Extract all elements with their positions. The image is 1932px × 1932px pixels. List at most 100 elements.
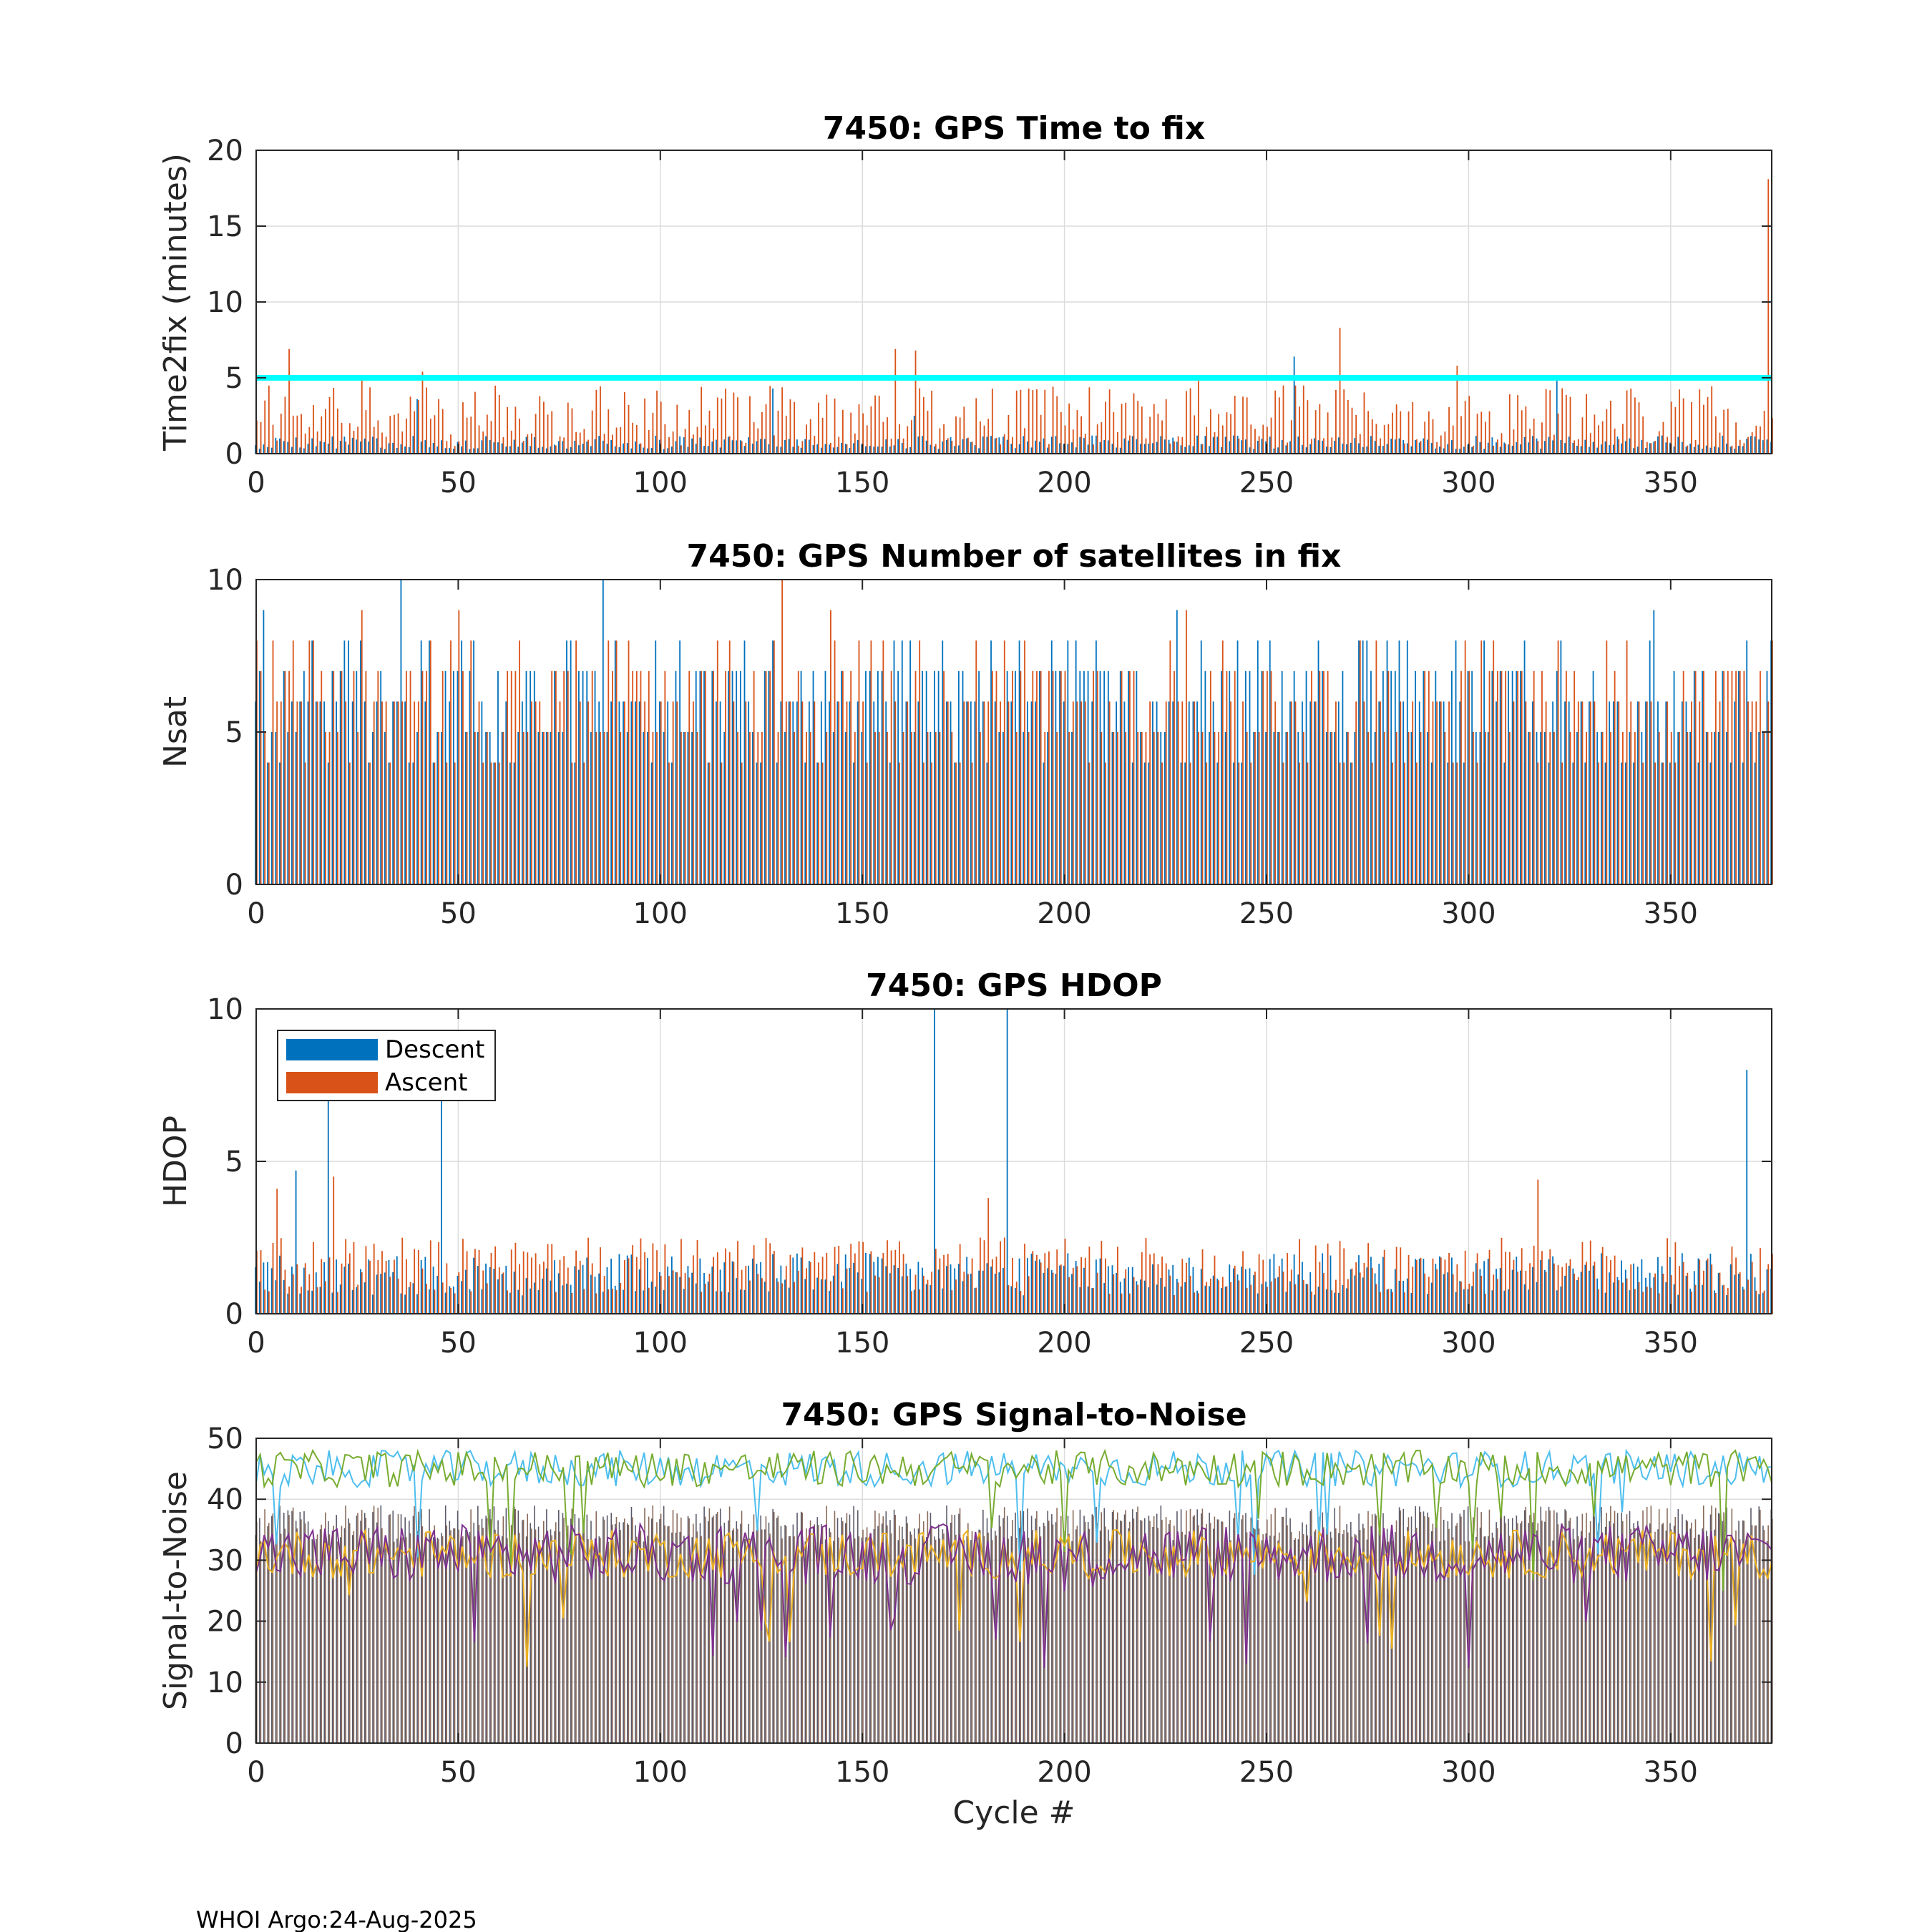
descent-bar xyxy=(699,670,701,884)
panel-snr-background xyxy=(256,1438,1772,1743)
descent-bar xyxy=(1229,1264,1231,1314)
ascent-bar xyxy=(414,701,416,884)
descent-bar xyxy=(1592,1265,1594,1314)
ascent-bar xyxy=(801,441,804,454)
ascent-bar xyxy=(951,440,953,454)
ascent-bar xyxy=(635,670,638,884)
snr-bar xyxy=(1024,1538,1025,1743)
ascent-bar xyxy=(1003,434,1005,454)
descent-bar xyxy=(533,670,535,884)
nsat-bars xyxy=(255,580,1773,884)
descent-bar xyxy=(432,443,434,454)
snr-bar xyxy=(1039,1526,1040,1743)
snr-bar xyxy=(768,1522,770,1743)
ascent-bar xyxy=(357,732,359,884)
snr-bar xyxy=(323,1533,326,1743)
ascent-bar xyxy=(595,732,597,884)
ascent-bar xyxy=(983,425,985,454)
ascent-bar xyxy=(765,670,767,884)
descent-bar xyxy=(974,701,976,884)
descent-bar xyxy=(954,1268,956,1314)
ascent-bar xyxy=(882,1253,884,1314)
snr-bar xyxy=(987,1532,989,1743)
ascent-bar xyxy=(1622,424,1624,454)
ascent-bar xyxy=(1012,436,1013,454)
descent-bar xyxy=(1556,381,1558,454)
ascent-bar xyxy=(1319,670,1321,884)
ascent-bar xyxy=(632,422,634,454)
descent-bar xyxy=(1152,701,1153,884)
snr-bar xyxy=(357,1513,358,1743)
ascent-bar xyxy=(1448,1252,1450,1314)
descent-bar xyxy=(602,440,604,454)
snr-bar xyxy=(935,1539,937,1743)
snr-bar xyxy=(1598,1523,1599,1743)
descent-bar xyxy=(922,670,923,884)
descent-bar xyxy=(1543,732,1546,884)
ascent-bar xyxy=(919,640,921,884)
descent-bar xyxy=(1244,670,1246,884)
ascent-bar xyxy=(292,640,294,884)
descent-bar xyxy=(1520,670,1521,884)
descent-bar xyxy=(562,441,564,454)
ascent-bar xyxy=(1214,1255,1216,1314)
ascent-bar xyxy=(583,762,585,884)
ascent-bar xyxy=(785,701,787,884)
descent-bar xyxy=(1584,439,1586,454)
snr-bar xyxy=(1132,1509,1133,1743)
ascent-bar xyxy=(1521,670,1523,884)
snr-bar xyxy=(1714,1508,1717,1743)
descent-bar xyxy=(687,1266,689,1314)
ascent-bar xyxy=(1380,701,1381,884)
snr-bar xyxy=(731,1530,733,1743)
descent-bar xyxy=(1216,1278,1219,1314)
descent-bar xyxy=(922,1267,923,1314)
ascent-bar xyxy=(987,701,990,884)
snr-bar xyxy=(1330,1531,1332,1743)
descent-bar xyxy=(1302,1262,1303,1314)
snr-bar xyxy=(1483,1536,1485,1743)
snr-bar xyxy=(478,1524,480,1743)
ascent-bar xyxy=(1642,416,1644,454)
descent-bar xyxy=(505,447,507,454)
y-tick-label: 5 xyxy=(225,716,243,749)
snr-bar xyxy=(652,1505,654,1743)
descent-bar xyxy=(1055,670,1057,884)
time-to-fix-title: 7450: GPS Time to fix xyxy=(823,110,1205,147)
descent-bar xyxy=(1657,701,1659,884)
descent-bar xyxy=(530,670,532,884)
descent-bar xyxy=(501,443,503,454)
ascent-bar xyxy=(1020,1291,1022,1314)
snr-bar xyxy=(1059,1540,1060,1743)
ascent-bar xyxy=(1044,732,1046,884)
descent-bar xyxy=(1702,1284,1703,1314)
snr-bar xyxy=(1638,1532,1640,1743)
ascent-bar xyxy=(539,396,541,454)
descent-bar xyxy=(1479,441,1481,454)
snr-bar xyxy=(627,1523,628,1743)
descent-bar xyxy=(687,447,689,454)
ascent-bar xyxy=(899,1241,900,1314)
ascent-bar xyxy=(405,418,407,454)
ascent-bar xyxy=(1101,1241,1103,1314)
ascent-bar xyxy=(809,1262,811,1314)
snr-bar xyxy=(1051,1514,1053,1743)
ascent-bar xyxy=(426,387,428,454)
descent-bar xyxy=(1499,670,1501,884)
snr-bar xyxy=(905,1516,907,1743)
ascent-bar xyxy=(623,701,625,884)
snr-bar xyxy=(1363,1528,1365,1743)
snr-bar xyxy=(409,1521,410,1743)
snr-bar xyxy=(668,1526,670,1743)
ascent-bar xyxy=(943,424,945,454)
snr-bar xyxy=(1351,1536,1353,1743)
ascent-bar xyxy=(757,732,759,884)
descent-bar xyxy=(751,1258,753,1314)
descent-bar xyxy=(1297,436,1299,454)
descent-bar xyxy=(643,1290,645,1314)
snr-bar xyxy=(1523,1510,1526,1743)
descent-bar xyxy=(836,1264,839,1314)
snr-bar xyxy=(1661,1524,1663,1743)
ascent-bar xyxy=(1711,386,1713,454)
snr-bar xyxy=(292,1507,294,1743)
